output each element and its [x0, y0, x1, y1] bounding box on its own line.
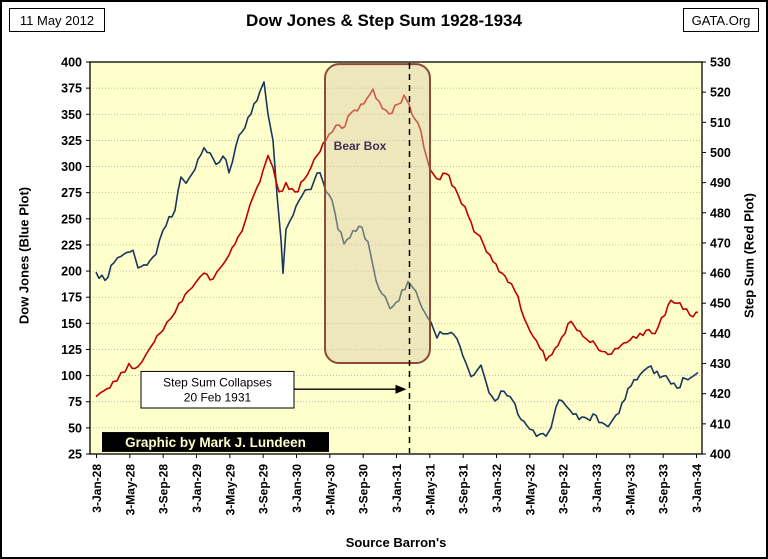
- source-label: Source Barron's: [345, 535, 447, 550]
- x-tick-label: 3-Sep-28: [157, 464, 171, 514]
- right-tick-label: 400: [710, 448, 731, 462]
- x-tick-label: 3-May-28: [123, 464, 137, 516]
- right-tick-label: 470: [710, 236, 731, 250]
- left-tick-label: 50: [68, 421, 82, 435]
- dow-jones-series: [95, 81, 699, 438]
- x-tick-label: 3-May-29: [223, 464, 237, 516]
- left-tick-label: 175: [61, 291, 82, 305]
- callout-arrow-head: [395, 384, 407, 394]
- right-tick-label: 530: [710, 56, 731, 70]
- x-tick-label: 3-Sep-33: [657, 464, 671, 514]
- x-tick-label: 3-Jan-29: [190, 464, 204, 513]
- x-tick-label: 3-May-33: [623, 464, 637, 516]
- left-tick-label: 250: [61, 212, 82, 226]
- right-tick-label: 420: [710, 387, 731, 401]
- left-tick-label: 375: [61, 82, 82, 96]
- x-tick-label: 3-Jan-32: [490, 464, 504, 513]
- left-tick-label: 125: [61, 343, 82, 357]
- org-box: GATA.Org: [683, 8, 759, 32]
- left-tick-label: 300: [61, 160, 82, 174]
- x-tick-label: 3-Sep-31: [457, 464, 471, 514]
- left-tick-label: 100: [61, 369, 82, 383]
- left-tick-label: 225: [61, 238, 82, 252]
- callout-line1: Step Sum Collapses: [163, 375, 272, 389]
- right-tick-label: 460: [710, 267, 731, 281]
- x-tick-label: 3-Sep-30: [357, 464, 371, 514]
- left-tick-label: 75: [68, 395, 82, 409]
- x-tick-label: 3-Jan-33: [590, 464, 604, 513]
- right-tick-label: 510: [710, 116, 731, 130]
- page-title: Dow Jones & Step Sum 1928-1934: [246, 11, 522, 30]
- left-tick-label: 200: [61, 265, 82, 279]
- credit-box: [102, 432, 329, 452]
- date-box: 11 May 2012: [9, 8, 105, 32]
- right-tick-label: 490: [710, 176, 731, 190]
- right-tick-label: 410: [710, 417, 731, 431]
- x-tick-label: 3-Jan-31: [390, 464, 404, 513]
- left-tick-label: 275: [61, 186, 82, 200]
- credit-label: Graphic by Mark J. Lundeen: [125, 435, 306, 450]
- x-tick-label: 3-Sep-32: [557, 464, 571, 514]
- left-tick-label: 150: [61, 317, 82, 331]
- x-tick-label: 3-Jan-28: [90, 464, 104, 513]
- right-tick-label: 440: [710, 327, 731, 341]
- right-tick-label: 430: [710, 357, 731, 371]
- right-tick-label: 480: [710, 206, 731, 220]
- x-tick-label: 3-Jan-34: [690, 464, 704, 513]
- bear-box-label: Bear Box: [334, 139, 387, 153]
- left-tick-label: 400: [61, 56, 82, 70]
- x-tick-label: 3-Sep-29: [257, 464, 271, 514]
- date-label: 11 May 2012: [19, 12, 95, 28]
- x-tick-label: 3-May-30: [323, 464, 337, 516]
- x-tick-label: 3-May-32: [523, 464, 537, 516]
- callout-line2: 20 Feb 1931: [184, 390, 252, 404]
- org-label: GATA.Org: [691, 12, 751, 28]
- right-tick-label: 500: [710, 146, 731, 160]
- left-tick-label: 350: [61, 108, 82, 122]
- x-tick-label: 3-May-31: [423, 464, 437, 516]
- step-sum-series: [95, 88, 698, 398]
- left-tick-label: 325: [61, 134, 82, 148]
- bear-box-fill: [325, 64, 430, 364]
- bear-box-border: [324, 63, 431, 365]
- left-tick-label: 25: [68, 448, 82, 462]
- right-tick-label: 520: [710, 86, 731, 100]
- right-tick-label: 450: [710, 297, 731, 311]
- x-tick-label: 3-Jan-30: [290, 464, 304, 513]
